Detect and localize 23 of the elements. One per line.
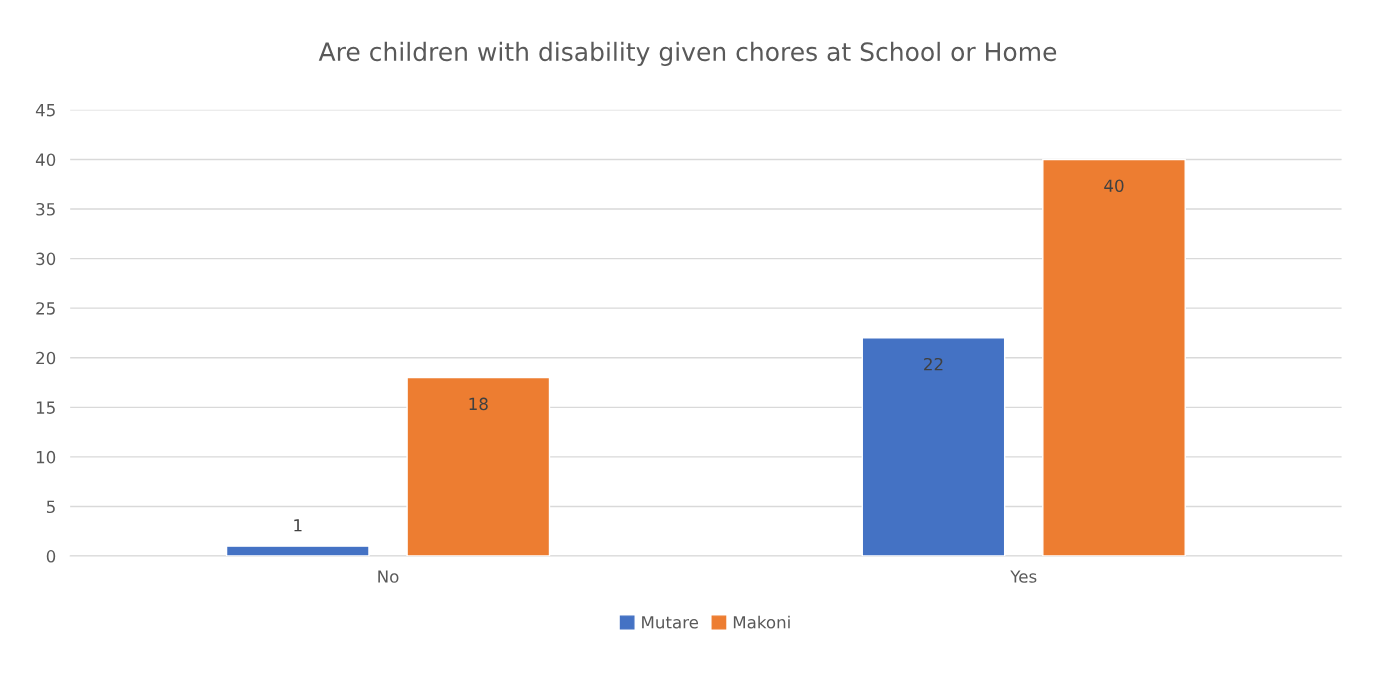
y-tick-label: 25 [36,302,55,315]
bar [861,337,1006,557]
data-label: 40 [1104,179,1124,193]
data-label: 18 [469,397,488,411]
y-tick-label: 45 [35,104,55,117]
data-label: 1 [294,519,302,532]
y-tick-label: 10 [36,450,56,464]
bar [225,545,370,557]
bar [1042,158,1186,557]
bar [406,376,551,557]
y-tick-label: 15 [36,401,55,414]
x-tick-label: Yes [1010,570,1037,583]
y-tick-label: 0 [46,550,56,563]
x-tick-label: No [378,570,399,583]
legend-label: Makoni [733,615,790,629]
y-tick-label: 5 [46,500,55,514]
chart-title: Are children with disability given chores at School or Home [318,41,1057,67]
y-tick-label: 40 [35,153,56,167]
y-tick-label: 35 [36,202,55,216]
y-tick-label: 20 [36,351,56,365]
legend-label: Mutare [642,616,699,629]
y-tick-label: 30 [36,252,56,266]
data-label: 22 [924,357,943,371]
